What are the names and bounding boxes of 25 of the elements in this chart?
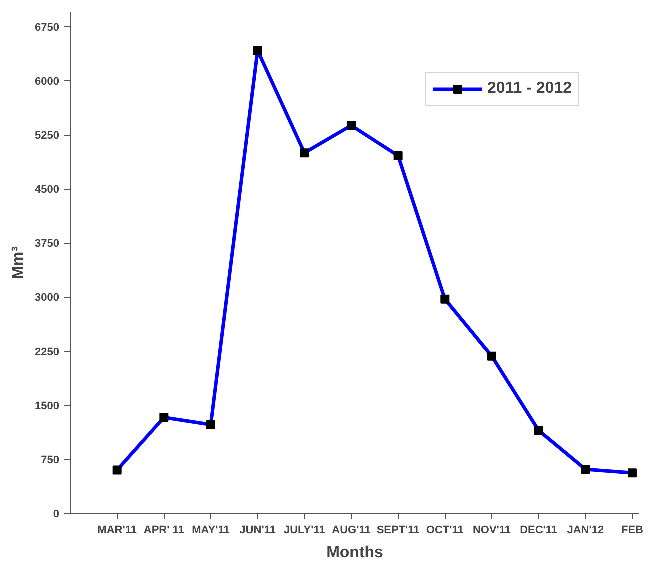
x-tick-label: JAN'12 <box>567 524 604 536</box>
y-tick-label: 4500 <box>35 184 60 196</box>
x-tick-label: NOV'11 <box>472 524 512 536</box>
x-tick-label: AUG'11 <box>332 524 371 536</box>
y-tick-label: 5250 <box>35 130 60 142</box>
y-tick-label: 0 <box>53 508 60 520</box>
x-tick-label: OCT'11 <box>426 524 464 536</box>
y-tick-label: 1500 <box>35 400 60 412</box>
x-tick-label: FEB <box>621 524 644 536</box>
y-axis-title: Mm³ <box>10 246 28 280</box>
x-tick-label: JUN'11 <box>240 524 276 536</box>
x-tick-label: JULY'11 <box>284 524 326 536</box>
x-tick-label: SEPT'11 <box>376 524 420 536</box>
y-tick-label: 750 <box>41 454 60 466</box>
y-tick-label: 6000 <box>35 76 60 88</box>
x-axis-title: Months <box>326 544 384 562</box>
x-tick-label: MAY'11 <box>192 524 230 536</box>
x-tick-label: APR' 11 <box>144 524 184 536</box>
y-tick-label: 3000 <box>35 292 60 304</box>
y-tick-label: 2250 <box>35 346 60 358</box>
x-tick-label: MAR'11 <box>98 524 137 536</box>
legend-label: 2011 - 2012 <box>487 80 572 98</box>
y-tick-label: 6750 <box>35 22 60 34</box>
x-tick-label: DEC'11 <box>520 524 558 536</box>
y-tick-label: 3750 <box>35 238 60 250</box>
